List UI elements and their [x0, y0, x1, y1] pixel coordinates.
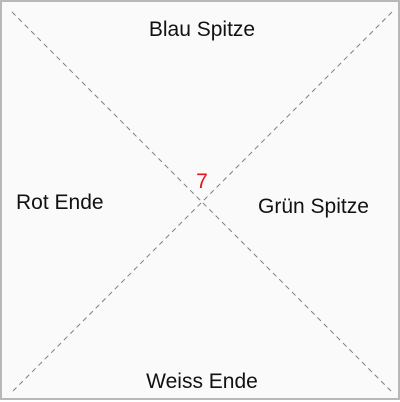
bottom-label: Weiss Ende — [146, 370, 258, 393]
top-label: Blau Spitze — [148, 18, 256, 41]
left-label: Rot Ende — [16, 191, 104, 214]
right-label: Grün Spitze — [258, 195, 369, 218]
center-number: 7 — [196, 170, 208, 193]
